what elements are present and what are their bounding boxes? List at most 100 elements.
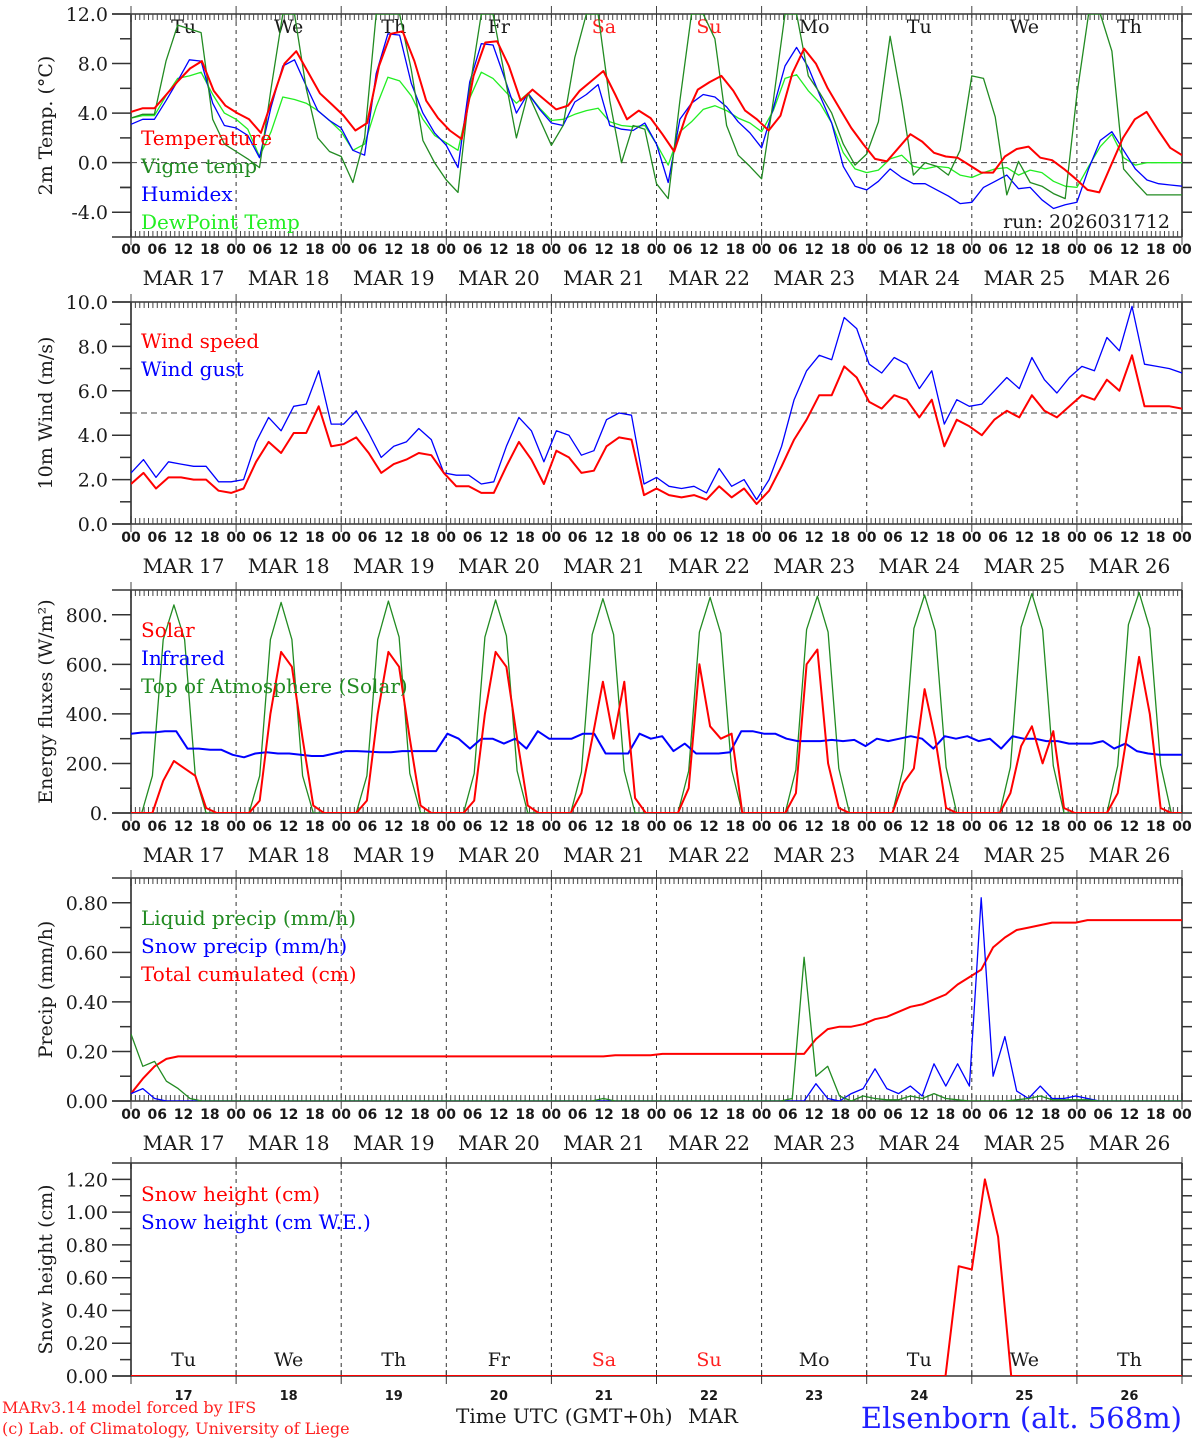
day-number-label: 24 <box>910 1389 928 1404</box>
x-tick-hour-label: 12 <box>384 530 403 546</box>
x-tick-date-label: MAR 25 <box>983 843 1065 867</box>
day-number-label: 19 <box>385 1389 403 1404</box>
x-tick-hour-label: 06 <box>1093 530 1112 546</box>
x-tick-hour-label: 06 <box>568 1107 587 1123</box>
x-tick-hour-label: 12 <box>804 530 823 546</box>
x-tick-hour-label: 12 <box>804 242 823 258</box>
x-tick-hour-label: 00 <box>226 1107 246 1123</box>
x-tick-hour-label: 18 <box>936 242 955 258</box>
day-number-label: 26 <box>1120 1389 1138 1404</box>
y-axis-label: Energy fluxes (W/m²) <box>35 599 57 803</box>
day-name-label: Tu <box>171 1349 196 1371</box>
x-tick-hour-label: 00 <box>226 819 246 835</box>
x-tick-hour-label: 00 <box>542 530 562 546</box>
x-axis-label: Time UTC (GMT+0h) <box>456 1404 673 1428</box>
legend-entry: Snow height (cm W.E.) <box>141 1210 371 1234</box>
legend-entry: Total cumulated (cm) <box>141 962 357 986</box>
day-name-label: We <box>274 16 303 38</box>
x-tick-date-label: MAR 18 <box>248 843 330 867</box>
y-tick-label: 0.0 <box>78 153 108 175</box>
x-tick-date-label: MAR 24 <box>878 1131 960 1155</box>
series-liquid-precip-mm-h- <box>131 956 1182 1101</box>
x-tick-hour-label: 18 <box>726 242 745 258</box>
x-tick-date-label: MAR 18 <box>248 1131 330 1155</box>
x-tick-hour-label: 00 <box>226 242 246 258</box>
y-tick-label: 0.20 <box>66 1041 108 1063</box>
day-number-label: 21 <box>595 1389 613 1404</box>
x-tick-hour-label: 18 <box>410 1107 429 1123</box>
series-snow-precip-mm-h- <box>131 897 1182 1101</box>
x-tick-hour-label: 12 <box>594 530 613 546</box>
x-tick-hour-label: 18 <box>620 242 639 258</box>
day-number-label: 22 <box>700 1389 718 1404</box>
x-tick-hour-label: 00 <box>857 819 877 835</box>
x-tick-hour-label: 18 <box>620 819 639 835</box>
x-tick-hour-label: 12 <box>1015 819 1034 835</box>
x-tick-date-label: MAR 23 <box>773 554 855 578</box>
x-tick-hour-label: 18 <box>936 819 955 835</box>
y-tick-label: 2.0 <box>78 470 108 492</box>
y-axis-label: Precip (mm/h) <box>35 921 57 1059</box>
x-tick-hour-label: 12 <box>594 1107 613 1123</box>
day-name-label: Mo <box>799 16 830 38</box>
x-tick-hour-label: 00 <box>542 242 562 258</box>
legend-entry: Liquid precip (mm/h) <box>141 906 356 930</box>
y-axis-label: 10m Wind (m/s) <box>35 337 57 490</box>
x-tick-hour-label: 18 <box>1041 242 1060 258</box>
x-tick-date-label: MAR 21 <box>563 554 645 578</box>
x-tick-hour-label: 18 <box>200 819 219 835</box>
x-tick-hour-label: 00 <box>542 819 562 835</box>
x-tick-hour-label: 18 <box>200 530 219 546</box>
day-name-label: Tu <box>907 16 932 38</box>
x-tick-hour-label: 00 <box>121 819 141 835</box>
x-tick-date-label: MAR 18 <box>248 554 330 578</box>
legend-entry: Humidex <box>141 182 233 206</box>
y-tick-label: 6.0 <box>78 381 108 403</box>
x-tick-hour-label: 18 <box>831 242 850 258</box>
day-name-label: Th <box>1117 1349 1142 1371</box>
x-tick-hour-label: 12 <box>910 819 929 835</box>
x-tick-hour-label: 12 <box>1015 242 1034 258</box>
x-tick-hour-label: 18 <box>515 242 534 258</box>
panel-snow: 0.00 0.20 0.40 0.60 0.80 1.00 1.20 Snow height … <box>35 1157 1192 1404</box>
x-tick-hour-label: 12 <box>279 819 298 835</box>
x-tick-hour-label: 12 <box>489 1107 508 1123</box>
x-tick-hour-label: 00 <box>331 530 351 546</box>
legend-entry: Temperature <box>141 126 272 150</box>
x-tick-hour-label: 06 <box>253 1107 272 1123</box>
x-tick-hour-label: 00 <box>331 242 351 258</box>
series-total-cumulated-cm- <box>131 919 1182 1095</box>
x-tick-hour-label: 06 <box>883 819 902 835</box>
day-name-label: Fr <box>488 16 511 38</box>
y-tick-label: 12.0 <box>66 4 108 26</box>
series-snow-height-cm- <box>131 1178 1182 1376</box>
x-tick-hour-label: 06 <box>463 530 482 546</box>
x-tick-date-label: MAR 20 <box>458 843 540 867</box>
x-tick-hour-label: 06 <box>1093 819 1112 835</box>
x-tick-hour-label: 18 <box>726 1107 745 1123</box>
x-tick-date-label: MAR 22 <box>668 843 750 867</box>
x-tick-hour-label: 12 <box>174 242 193 258</box>
x-tick-hour-label: 12 <box>279 530 298 546</box>
y-tick-label: 0.80 <box>66 1235 108 1257</box>
x-tick-hour-label: 00 <box>1067 819 1087 835</box>
x-tick-hour-label: 12 <box>174 530 193 546</box>
series-solar <box>131 648 1182 813</box>
y-tick-label: 400. <box>66 704 108 726</box>
x-tick-hour-label: 06 <box>988 819 1007 835</box>
x-tick-hour-label: 00 <box>1172 819 1192 835</box>
y-tick-label: 1.00 <box>66 1202 108 1224</box>
x-tick-hour-label: 12 <box>1015 1107 1034 1123</box>
x-tick-hour-label: 12 <box>1120 530 1139 546</box>
x-tick-date-label: MAR 20 <box>458 266 540 290</box>
x-tick-hour-label: 12 <box>384 819 403 835</box>
day-name-label: Tu <box>907 1349 932 1371</box>
x-tick-hour-label: 00 <box>542 1107 562 1123</box>
legend-entry: Snow height (cm) <box>141 1182 320 1206</box>
x-tick-date-label: MAR 25 <box>983 1131 1065 1155</box>
x-tick-date-label: MAR 24 <box>878 554 960 578</box>
y-tick-label: 600. <box>66 654 108 676</box>
day-name-label: Su <box>696 1349 721 1371</box>
y-tick-label: 800. <box>66 605 108 627</box>
legend-entry: Top of Atmosphere (Solar) <box>141 674 408 698</box>
